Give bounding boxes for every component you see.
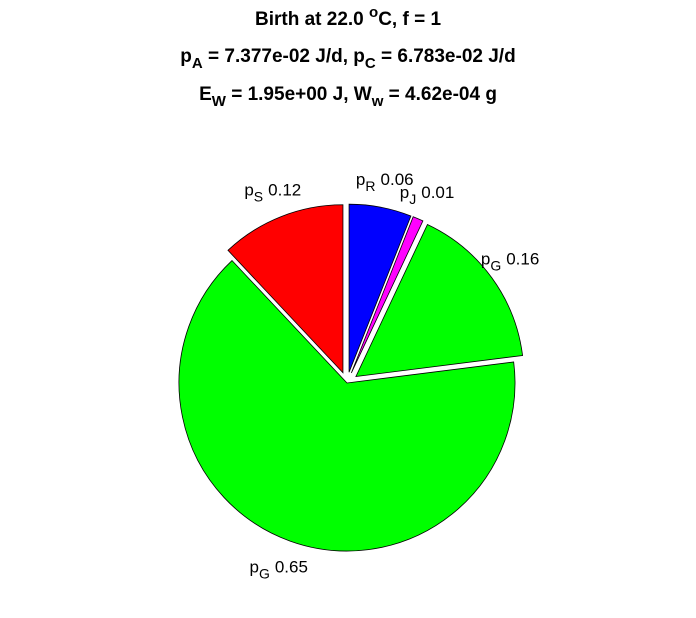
slice-value: 0.01 <box>421 183 454 202</box>
slice-label: pS 0.12 <box>244 181 301 205</box>
slice-label-base: p <box>244 181 253 200</box>
title-text: = 1.95e+00 J, W <box>226 84 372 105</box>
title-text: = 6.783e-02 J/d <box>376 46 516 67</box>
slice-label-sub: G <box>490 258 501 274</box>
pie-slice <box>355 223 524 378</box>
slice-label: pG 0.65 <box>249 558 307 582</box>
slice-value: 0.12 <box>268 181 301 200</box>
title-text: = 4.62e-04 g <box>383 84 497 105</box>
title-text: p <box>180 46 192 67</box>
title-text: Birth at 22.0 <box>255 9 369 30</box>
slice-value: 0.06 <box>381 170 414 189</box>
slice-label-base: p <box>400 183 409 202</box>
title-text: C <box>365 55 376 72</box>
slice-label-sub: S <box>254 189 263 205</box>
title-text: w <box>371 93 384 110</box>
slice-label-sub: J <box>409 191 416 207</box>
slice-label-sub: G <box>259 566 270 582</box>
title-text: A <box>192 55 203 72</box>
title-text: C, f = 1 <box>378 9 441 30</box>
slice-value: 0.16 <box>506 250 539 269</box>
slice-label-base: p <box>356 170 365 189</box>
title-text: E <box>199 84 212 105</box>
pie-slice <box>227 204 344 374</box>
pie-slice <box>350 216 424 374</box>
pie-slice <box>178 259 516 552</box>
slice-value: 0.65 <box>275 558 308 577</box>
slice-label-base: p <box>481 250 490 269</box>
chart-title: EW = 1.95e+00 J, Ww = 4.62e-04 g <box>199 84 497 110</box>
title-text: o <box>369 4 378 21</box>
pie-slice <box>348 203 412 373</box>
slice-label-base: p <box>249 558 258 577</box>
chart-title: Birth at 22.0 oC, f = 1 <box>255 4 441 30</box>
slice-label: pJ 0.01 <box>400 183 455 207</box>
title-text: W <box>212 93 227 110</box>
slice-label: pR 0.06 <box>356 170 414 194</box>
title-text: = 7.377e-02 J/d, p <box>203 46 365 67</box>
chart-title: pA = 7.377e-02 J/d, pC = 6.783e-02 J/d <box>180 46 515 72</box>
slice-label-sub: R <box>365 178 375 194</box>
slice-label: pG 0.16 <box>481 250 539 274</box>
